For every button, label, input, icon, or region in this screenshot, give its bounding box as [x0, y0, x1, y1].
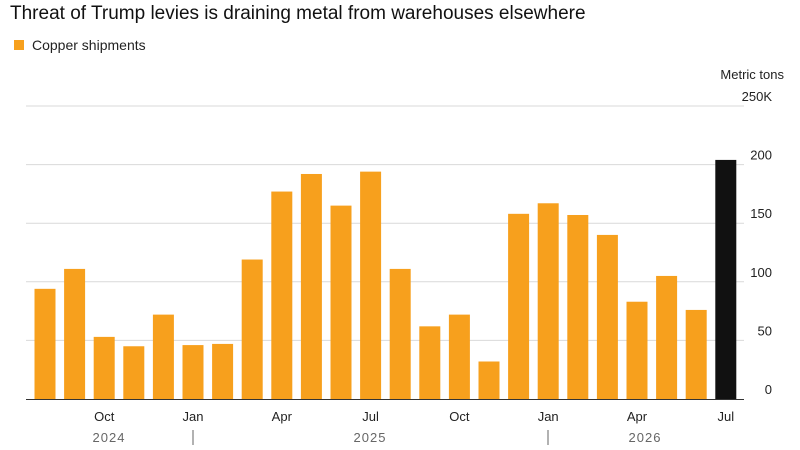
bar: [93, 336, 115, 399]
bar: [212, 343, 234, 399]
bar: [271, 191, 293, 399]
y-tick-label: 0: [765, 382, 772, 397]
bar: [360, 171, 382, 399]
legend-label: Copper shipments: [32, 37, 146, 53]
y-tick-label: 50: [758, 323, 772, 338]
bar: [389, 268, 411, 399]
bar: [330, 205, 352, 399]
y-tick-label: 250K: [742, 89, 773, 104]
bar: [123, 346, 145, 399]
legend-swatch: [14, 40, 24, 50]
bar: [419, 326, 441, 399]
bar: [596, 234, 618, 399]
bar: [300, 173, 322, 399]
bar: [152, 314, 174, 399]
chart-title: Threat of Trump levies is draining metal…: [10, 3, 586, 24]
y-tick-label: 100: [750, 265, 772, 280]
bar: [478, 361, 500, 399]
legend: Copper shipments: [14, 37, 146, 53]
bar: [241, 259, 263, 399]
bar: [508, 213, 530, 399]
x-tick-label: Jul: [717, 409, 734, 424]
x-year-label: 2024: [93, 430, 126, 445]
x-tick-label: Apr: [272, 409, 293, 424]
y-tick-label: 200: [750, 148, 772, 163]
bar: [656, 275, 678, 399]
bar: [34, 288, 56, 399]
x-tick-label: Oct: [449, 409, 470, 424]
x-year-label: 2025: [354, 430, 387, 445]
bar: [626, 301, 648, 399]
y-axis-unit-label: Metric tons: [720, 67, 784, 82]
bar: [448, 314, 470, 399]
bar: [567, 214, 589, 399]
x-tick-label: Jan: [538, 409, 559, 424]
x-tick-label: Jul: [362, 409, 379, 424]
highlighted-bar: [715, 159, 737, 399]
bar: [685, 309, 707, 399]
x-tick-label: Jan: [183, 409, 204, 424]
bar: [182, 345, 204, 399]
y-tick-label: 150: [750, 206, 772, 221]
bar: [537, 203, 559, 399]
x-tick-label: Oct: [94, 409, 115, 424]
x-tick-label: Apr: [627, 409, 648, 424]
x-year-label: 2026: [629, 430, 662, 445]
bar: [64, 268, 86, 399]
